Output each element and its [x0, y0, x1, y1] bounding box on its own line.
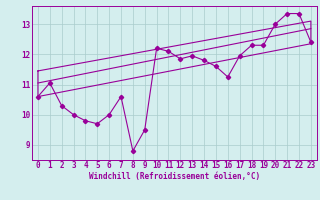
X-axis label: Windchill (Refroidissement éolien,°C): Windchill (Refroidissement éolien,°C)	[89, 172, 260, 181]
